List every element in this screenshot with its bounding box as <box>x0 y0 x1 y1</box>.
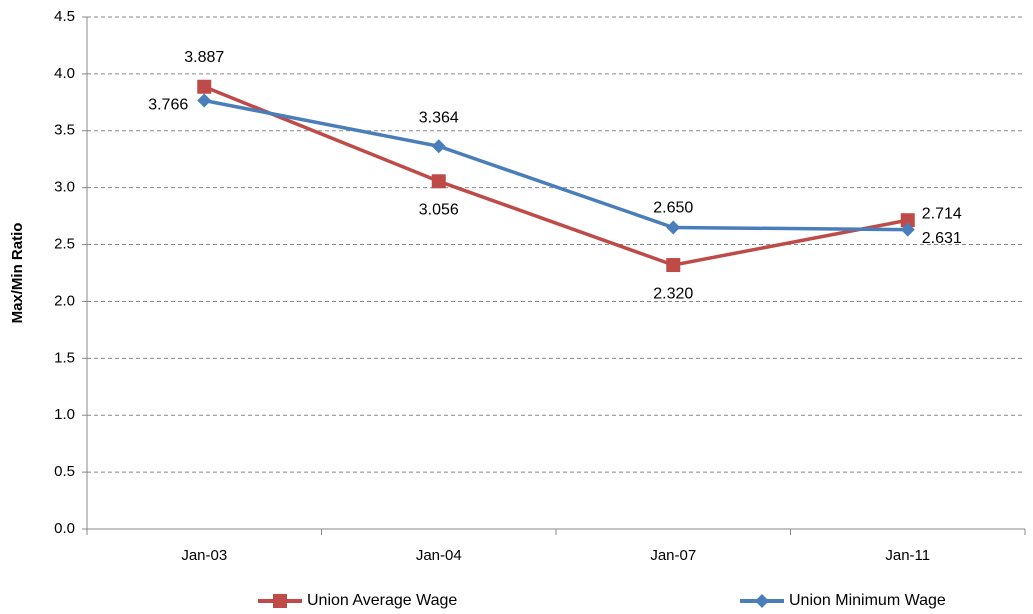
y-tick-label: 2.5 <box>54 236 75 253</box>
y-tick-label: 3.5 <box>54 122 75 139</box>
legend-label: Union Average Wage <box>307 592 457 609</box>
data-point <box>900 222 915 237</box>
data-label: 3.887 <box>184 49 224 66</box>
data-point <box>900 213 915 228</box>
y-tick-label: 0.5 <box>54 463 75 480</box>
data-point <box>197 79 212 94</box>
data-point <box>431 139 446 154</box>
x-tick-label: Jan-11 <box>885 547 930 564</box>
data-point <box>431 174 446 189</box>
data-label: 3.056 <box>419 202 459 219</box>
legend-label: Union Minimum Wage <box>789 592 946 609</box>
series-line <box>203 98 908 232</box>
data-label: 2.714 <box>922 205 962 222</box>
data-label: 2.650 <box>653 200 693 217</box>
y-tick-label: 4.0 <box>54 65 75 82</box>
y-tick-label: 2.0 <box>54 292 75 309</box>
y-tick-label: 0.0 <box>54 520 75 537</box>
data-label: 3.364 <box>419 109 459 126</box>
x-tick-label: Jan-04 <box>416 547 462 564</box>
data-point <box>666 258 681 273</box>
legend-marker <box>755 594 769 608</box>
y-axis-title: Max/Min Ratio <box>9 223 26 324</box>
data-label: 2.320 <box>653 285 693 302</box>
data-label: 3.766 <box>148 97 188 114</box>
y-tick-label: 4.5 <box>54 8 75 25</box>
x-tick-label: Jan-07 <box>650 547 696 564</box>
y-tick-label: 1.5 <box>54 349 75 366</box>
y-tick-label: 3.0 <box>54 179 75 196</box>
data-label: 2.631 <box>922 230 962 247</box>
data-point <box>197 93 212 108</box>
y-tick-label: 1.0 <box>54 406 75 423</box>
series-line <box>203 85 909 267</box>
data-point <box>666 220 681 235</box>
legend-marker <box>273 594 287 608</box>
x-tick-label: Jan-03 <box>181 547 227 564</box>
